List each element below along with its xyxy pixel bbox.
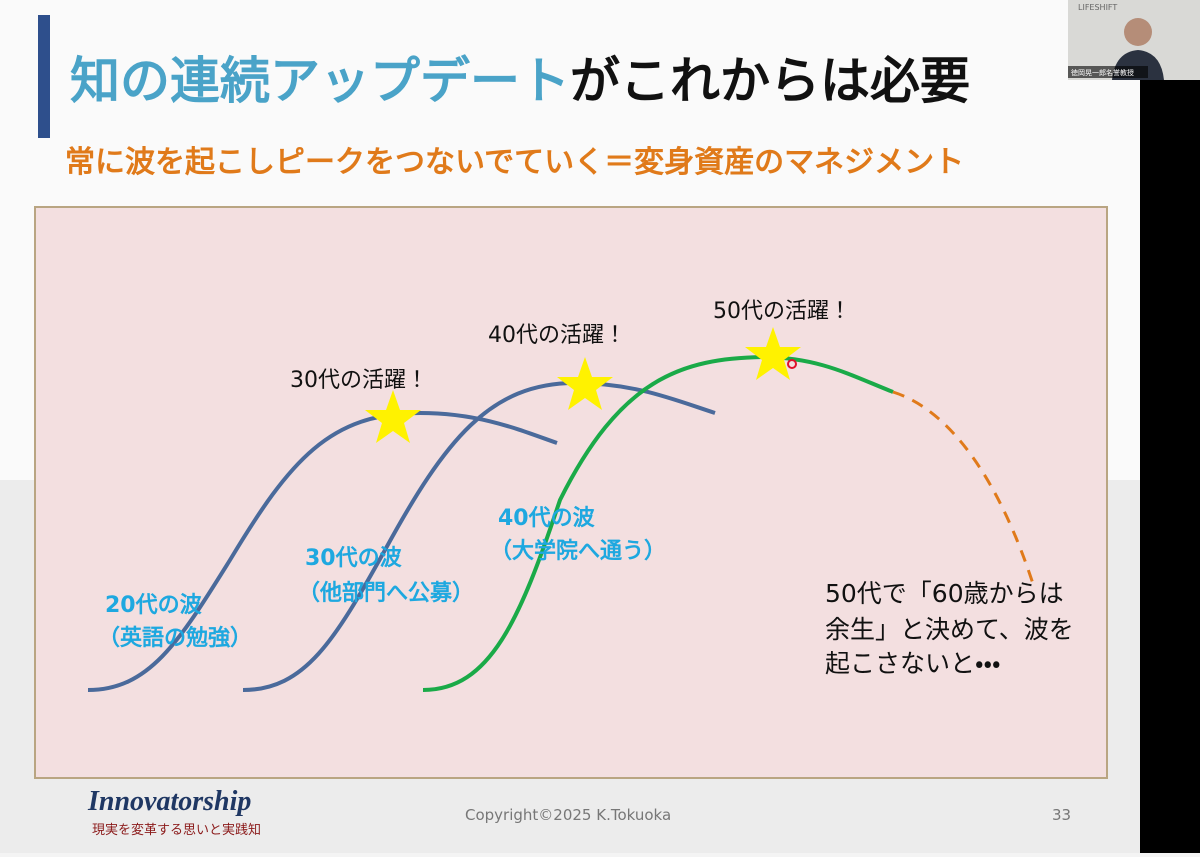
peak-label: 40代の活躍！ [488,323,626,348]
black-strip [1140,80,1200,853]
note-line: 起こさないと・・・ [825,649,1001,678]
pointer [787,359,797,369]
logo-tagline: 現実を変革する思いと実践知 [92,822,261,838]
wave-20s [87,410,558,692]
note-line: 余生」と決めて、波を [825,615,1074,644]
diagram-panel [34,206,1108,779]
star [365,390,421,443]
wave-label: 40代の波 [498,506,596,531]
webcam-caption: 徳岡晃一郎名誉教授 [1071,68,1134,77]
peak-label: 50代の活躍！ [713,299,851,324]
title-highlight: 知の連続アップデート [70,52,570,110]
peak-label: 30代の活躍！ [290,368,428,393]
star [745,327,801,380]
wave-40s [422,354,894,692]
copyright: Copyright©2025 K.Tokuoka [465,806,671,824]
wave-detail: （他部門へ公募） [298,581,474,606]
wave-detail: （英語の勉強） [98,625,252,651]
note-line: 50代で「60歳からは [825,579,1064,608]
wave-detail: （大学院へ通う） [490,538,666,564]
logo: Innovatorship [87,786,251,817]
webcam-brand: LIFESHIFT [1078,3,1117,12]
wave-label: 30代の波 [305,546,403,571]
slide-title: 知の連続アップデートがこれからは必要 [70,52,970,110]
wave-label: 20代の波 [105,593,203,618]
title-rest: がこれからは必要 [570,52,970,110]
webcam-person-head [1124,18,1152,46]
decline-dashed [892,390,1037,591]
slide-subtitle: 常に波を起こしピークをつないでていく＝変身資産のマネジメント [65,145,964,180]
title-bar [38,15,50,138]
page-number: 33 [1052,806,1071,824]
webcam-caption-bg [1068,66,1148,78]
star [557,357,613,410]
